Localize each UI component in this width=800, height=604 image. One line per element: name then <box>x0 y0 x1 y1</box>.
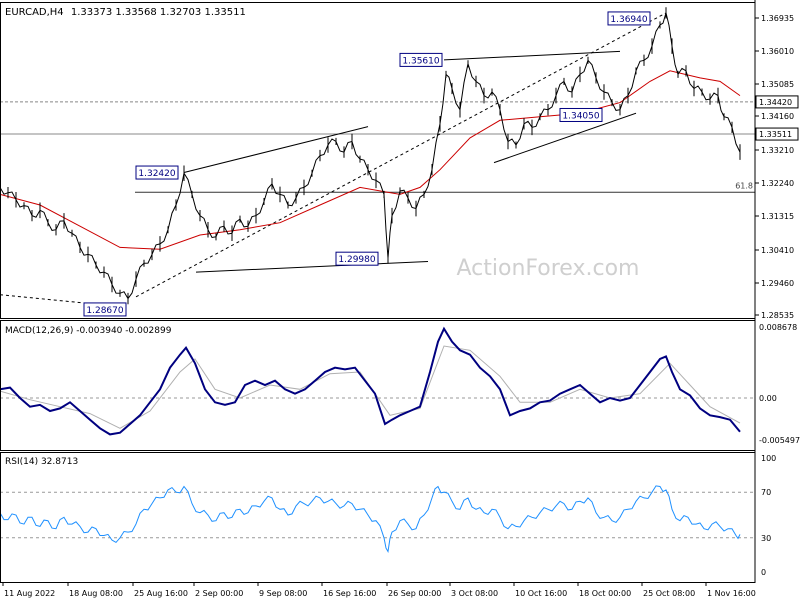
price-line <box>0 10 741 300</box>
price-annotation-box <box>399 52 443 67</box>
price-axis-label: 1.35085 <box>761 80 794 89</box>
fib-level-label: 61.8 <box>735 181 753 190</box>
price-axis-label: 1.30410 <box>761 246 794 255</box>
trendline <box>443 50 621 61</box>
price-annotation-box <box>559 107 603 122</box>
rsi-title: RSI(14) 32.8713 <box>5 457 78 467</box>
symbol-header: EURCAD,H4 1.33373 1.33568 1.32703 1.3351… <box>5 7 246 18</box>
price-annotation-label: 1.35610 <box>402 56 439 66</box>
macd-axis-label: -0.005497 <box>759 436 800 445</box>
time-axis-label: 25 Oct 08:00 <box>643 589 695 598</box>
rsi-axis-label: 100 <box>761 454 776 463</box>
rsi-line <box>0 485 741 553</box>
price-axis-label: 1.28535 <box>761 311 794 320</box>
rsi-axis-label: 30 <box>761 534 771 543</box>
trendline <box>183 126 369 174</box>
macd-axis-label: 0.008678 <box>759 323 797 332</box>
time-axis-label: 11 Aug 2022 <box>4 589 55 598</box>
price-annotation-box <box>135 165 179 180</box>
time-axis-label: 3 Oct 08:00 <box>451 589 498 598</box>
trendline <box>195 261 429 273</box>
price-annotation-box <box>335 251 379 266</box>
price-tag-label: 1.34420 <box>759 98 792 107</box>
macd-title: MACD(12,26,9) -0.003940 -0.002899 <box>5 326 172 336</box>
moving-average-line <box>0 70 741 250</box>
price-axis-label: 1.36935 <box>761 14 794 23</box>
time-axis-label: 18 Aug 08:00 <box>69 589 123 598</box>
time-axis: 11 Aug 2022 18 Aug 08:00 25 Aug 16:00 2 Sep… <box>2 582 756 598</box>
time-axis-label: 26 Sep 00:00 <box>388 589 441 598</box>
macd-line <box>0 326 741 436</box>
symbol-label: EURCAD,H4 <box>5 7 64 18</box>
trendline <box>493 112 637 164</box>
price-axis-label: 1.32240 <box>761 179 794 188</box>
watermark-text: ActionForex.com <box>457 256 640 281</box>
time-axis-label: 1 Nov 16:00 <box>707 589 756 598</box>
price-axis-label: 1.36010 <box>761 47 794 56</box>
price-annotation-label: 1.32420 <box>138 169 175 179</box>
time-axis-label: 16 Sep 16:00 <box>323 589 376 598</box>
macd-panel: MACD(12,26,9) -0.003940 -0.002899 0.00867… <box>0 323 800 445</box>
price-tag-box <box>755 127 799 141</box>
price-axis-label: 1.29460 <box>761 279 794 288</box>
rsi-panel: RSI(14) 32.8713 100 70 30 0 <box>0 454 776 577</box>
price-panel: 1.36935 1.36010 1.35085 1.34160 1.33210 1.322… <box>0 7 799 320</box>
macd-axis-label: 0.00 <box>759 394 777 403</box>
price-annotation-label: 1.34050 <box>562 111 599 121</box>
price-annotation-label: 1.29980 <box>338 255 375 265</box>
price-annotation-label: 1.36940 <box>610 15 647 25</box>
time-axis-label: 10 Oct 16:00 <box>515 589 567 598</box>
time-axis-label: 18 Oct 00:00 <box>579 589 631 598</box>
price-axis-label: 1.33210 <box>761 146 794 155</box>
price-axis-label: 1.31315 <box>761 212 794 221</box>
trendline <box>135 12 667 298</box>
price-axis-label: 1.34160 <box>761 112 794 121</box>
price-annotation-box <box>83 302 127 317</box>
price-annotation-box <box>607 11 651 26</box>
time-axis-label: 9 Sep 08:00 <box>259 589 307 598</box>
price-tag-box <box>755 95 799 109</box>
price-tag-label: 1.33511 <box>759 130 792 139</box>
rsi-axis-label: 0 <box>761 568 766 577</box>
time-axis-label: 25 Aug 16:00 <box>134 589 188 598</box>
panel-frames <box>0 0 756 583</box>
rsi-axis-label: 70 <box>761 488 771 497</box>
ohlc-values: 1.33373 1.33568 1.32703 1.33511 <box>71 7 246 18</box>
time-axis-label: 2 Sep 00:00 <box>195 589 243 598</box>
price-annotation-label: 1.28670 <box>86 306 123 316</box>
